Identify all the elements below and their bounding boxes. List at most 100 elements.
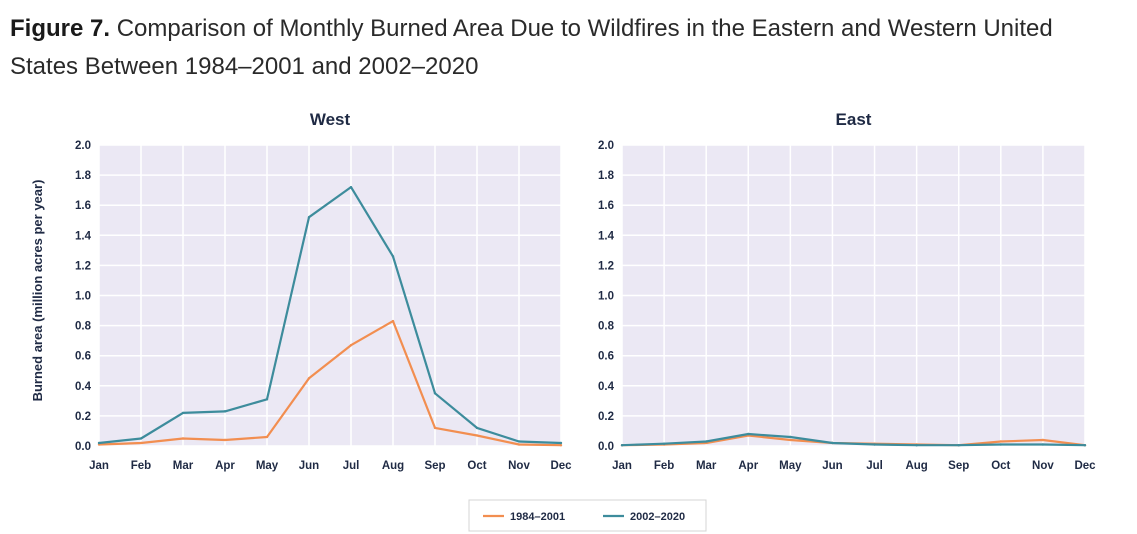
- data-point: [915, 444, 918, 447]
- y-tick-label: 0.6: [75, 351, 91, 363]
- legend: 1984–2001 2002–2020: [468, 499, 707, 532]
- y-tick-label: 1.6: [598, 200, 614, 212]
- data-point: [662, 442, 666, 445]
- data-point: [704, 440, 708, 443]
- series-line-2002–2020: [621, 432, 1086, 447]
- x-tick-label: Nov: [508, 460, 530, 472]
- data-point: [349, 343, 353, 347]
- x-tick-label: Jan: [612, 460, 632, 472]
- data-point: [97, 441, 101, 445]
- data-point: [139, 437, 143, 440]
- data-point: [475, 434, 479, 437]
- data-point: [307, 377, 311, 380]
- y-tick-label: 1.4: [75, 230, 92, 242]
- data-point: [559, 441, 563, 445]
- data-point: [517, 443, 521, 446]
- y-tick-label: 1.0: [598, 291, 614, 303]
- x-tick-label: Dec: [1074, 460, 1096, 472]
- x-tick-label: Dec: [550, 460, 572, 472]
- y-tick-label: 1.4: [598, 230, 615, 242]
- x-tick-label: Feb: [654, 460, 674, 472]
- data-point: [789, 435, 792, 439]
- chart-panel-east: 0.0 0.2 0.4 0.6 0.8 1.0 1.2 1.4 1.6 1.8 2.0 Jan Feb M…: [598, 110, 1096, 472]
- data-point: [181, 437, 185, 440]
- data-point: [1041, 438, 1045, 442]
- y-tick-label: 1.8: [598, 170, 615, 182]
- data-point: [559, 444, 563, 447]
- x-tick-label: May: [256, 460, 279, 472]
- data-point: [223, 410, 227, 413]
- y-axis-label: Burned area (million acres per year): [30, 180, 45, 402]
- data-point: [620, 444, 624, 447]
- y-tick-label: 0.2: [598, 411, 614, 423]
- data-point: [181, 411, 185, 415]
- data-point: [957, 444, 960, 447]
- data-point: [391, 255, 395, 258]
- y-tick-label: 0.2: [75, 411, 91, 423]
- data-point: [999, 440, 1003, 443]
- y-tick-label: 1.2: [598, 260, 614, 272]
- y-tick-label: 2.0: [598, 140, 614, 152]
- data-point: [789, 438, 792, 442]
- y-tick-label: 0.0: [75, 441, 91, 453]
- y-tick-label: 0.8: [75, 321, 92, 333]
- x-tick-label: Oct: [467, 460, 486, 472]
- y-tick-label: 0.4: [598, 381, 615, 393]
- data-point: [747, 432, 750, 436]
- x-tick-label: May: [779, 460, 802, 472]
- x-tick-label: Oct: [991, 460, 1010, 472]
- x-tick-label: Aug: [905, 460, 927, 472]
- x-tick-label: Jun: [299, 460, 319, 472]
- x-tick-label: Mar: [696, 460, 717, 472]
- data-point: [265, 435, 269, 439]
- data-point: [475, 426, 479, 430]
- data-point: [223, 438, 227, 442]
- y-tick-label: 1.6: [75, 200, 91, 212]
- data-point: [307, 216, 311, 219]
- legend-label: 1984–2001: [510, 511, 565, 523]
- figure-title: Figure 7. Comparison of Monthly Burned A…: [10, 10, 1120, 86]
- x-tick-label: Aug: [382, 460, 404, 472]
- series-line-2002–2020: [98, 186, 562, 445]
- y-tick-label: 2.0: [75, 140, 91, 152]
- data-point: [433, 426, 437, 430]
- panel-title: West: [310, 110, 351, 129]
- data-point: [873, 443, 876, 446]
- data-point: [517, 440, 521, 443]
- data-point: [831, 441, 834, 445]
- y-tick-label: 0.6: [598, 351, 614, 363]
- y-tick-label: 0.0: [598, 441, 614, 453]
- data-point: [999, 443, 1003, 446]
- data-point: [1083, 444, 1087, 447]
- x-tick-label: Jul: [343, 460, 360, 472]
- x-tick-label: Mar: [173, 460, 194, 472]
- series-line-1984–2001: [98, 320, 562, 447]
- legend-label: 2002–2020: [630, 511, 685, 523]
- y-tick-label: 0.4: [75, 381, 92, 393]
- x-tick-label: Sep: [424, 460, 445, 472]
- y-tick-label: 1.8: [75, 170, 92, 182]
- figure-title-text: Comparison of Monthly Burned Area Due to…: [10, 15, 1053, 80]
- x-tick-label: Apr: [738, 460, 758, 472]
- x-tick-label: Jul: [866, 460, 883, 472]
- legend-box: [468, 499, 707, 532]
- x-tick-label: Feb: [131, 460, 151, 472]
- x-tick-label: Sep: [948, 460, 969, 472]
- data-point: [349, 185, 353, 189]
- x-tick-label: Apr: [215, 460, 235, 472]
- y-tick-label: 1.2: [75, 260, 91, 272]
- y-tick-label: 1.0: [75, 291, 91, 303]
- chart-panel-west: 0.0 0.2 0.4 0.6 0.8 1.0 1.2 1.4 1.6 1.8 2.0 Jan Feb M…: [30, 110, 572, 472]
- data-point: [433, 392, 437, 395]
- x-tick-label: Nov: [1032, 460, 1054, 472]
- x-tick-label: Jun: [822, 460, 842, 472]
- data-point: [1041, 443, 1045, 446]
- figure-label: Figure 7.: [10, 15, 111, 42]
- data-point: [265, 398, 269, 401]
- y-tick-label: 0.8: [598, 321, 615, 333]
- data-point: [139, 441, 143, 445]
- data-point: [391, 319, 395, 323]
- x-tick-label: Jan: [89, 460, 109, 472]
- panel-title: East: [836, 110, 872, 129]
